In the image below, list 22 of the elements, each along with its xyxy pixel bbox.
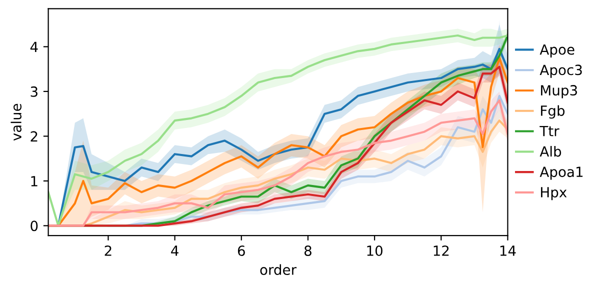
x-tick-label: 8 [304, 246, 312, 256]
y-tick-label: 3 [30, 86, 38, 97]
y-tick-label: 1 [31, 176, 38, 186]
x-tick-label: 6 [238, 246, 245, 256]
legend-label: Hpx [541, 187, 567, 200]
legend-label: Apoc3 [540, 64, 582, 78]
x-tick-label: 4 [171, 246, 178, 256]
legend-label: Mup3 [541, 85, 577, 98]
x-tick-label: 2 [104, 246, 112, 256]
legend-label: Ttr [540, 126, 560, 136]
legend-label: Apoa1 [540, 166, 583, 180]
x-tick-label: 10 [367, 246, 382, 256]
legend-label: Alb [540, 146, 562, 157]
x-tick-label: 12 [434, 246, 449, 256]
y-tick-label: 2 [30, 131, 38, 142]
y-tick-label: 0 [30, 220, 38, 232]
y-axis-title: value [10, 104, 22, 141]
legend-label: Apoe [540, 44, 574, 58]
legend-label: Fgb [541, 105, 565, 119]
x-tick-label: 14 [500, 246, 516, 256]
y-tick-label: 4 [30, 42, 38, 52]
x-axis-title: order [260, 264, 297, 276]
